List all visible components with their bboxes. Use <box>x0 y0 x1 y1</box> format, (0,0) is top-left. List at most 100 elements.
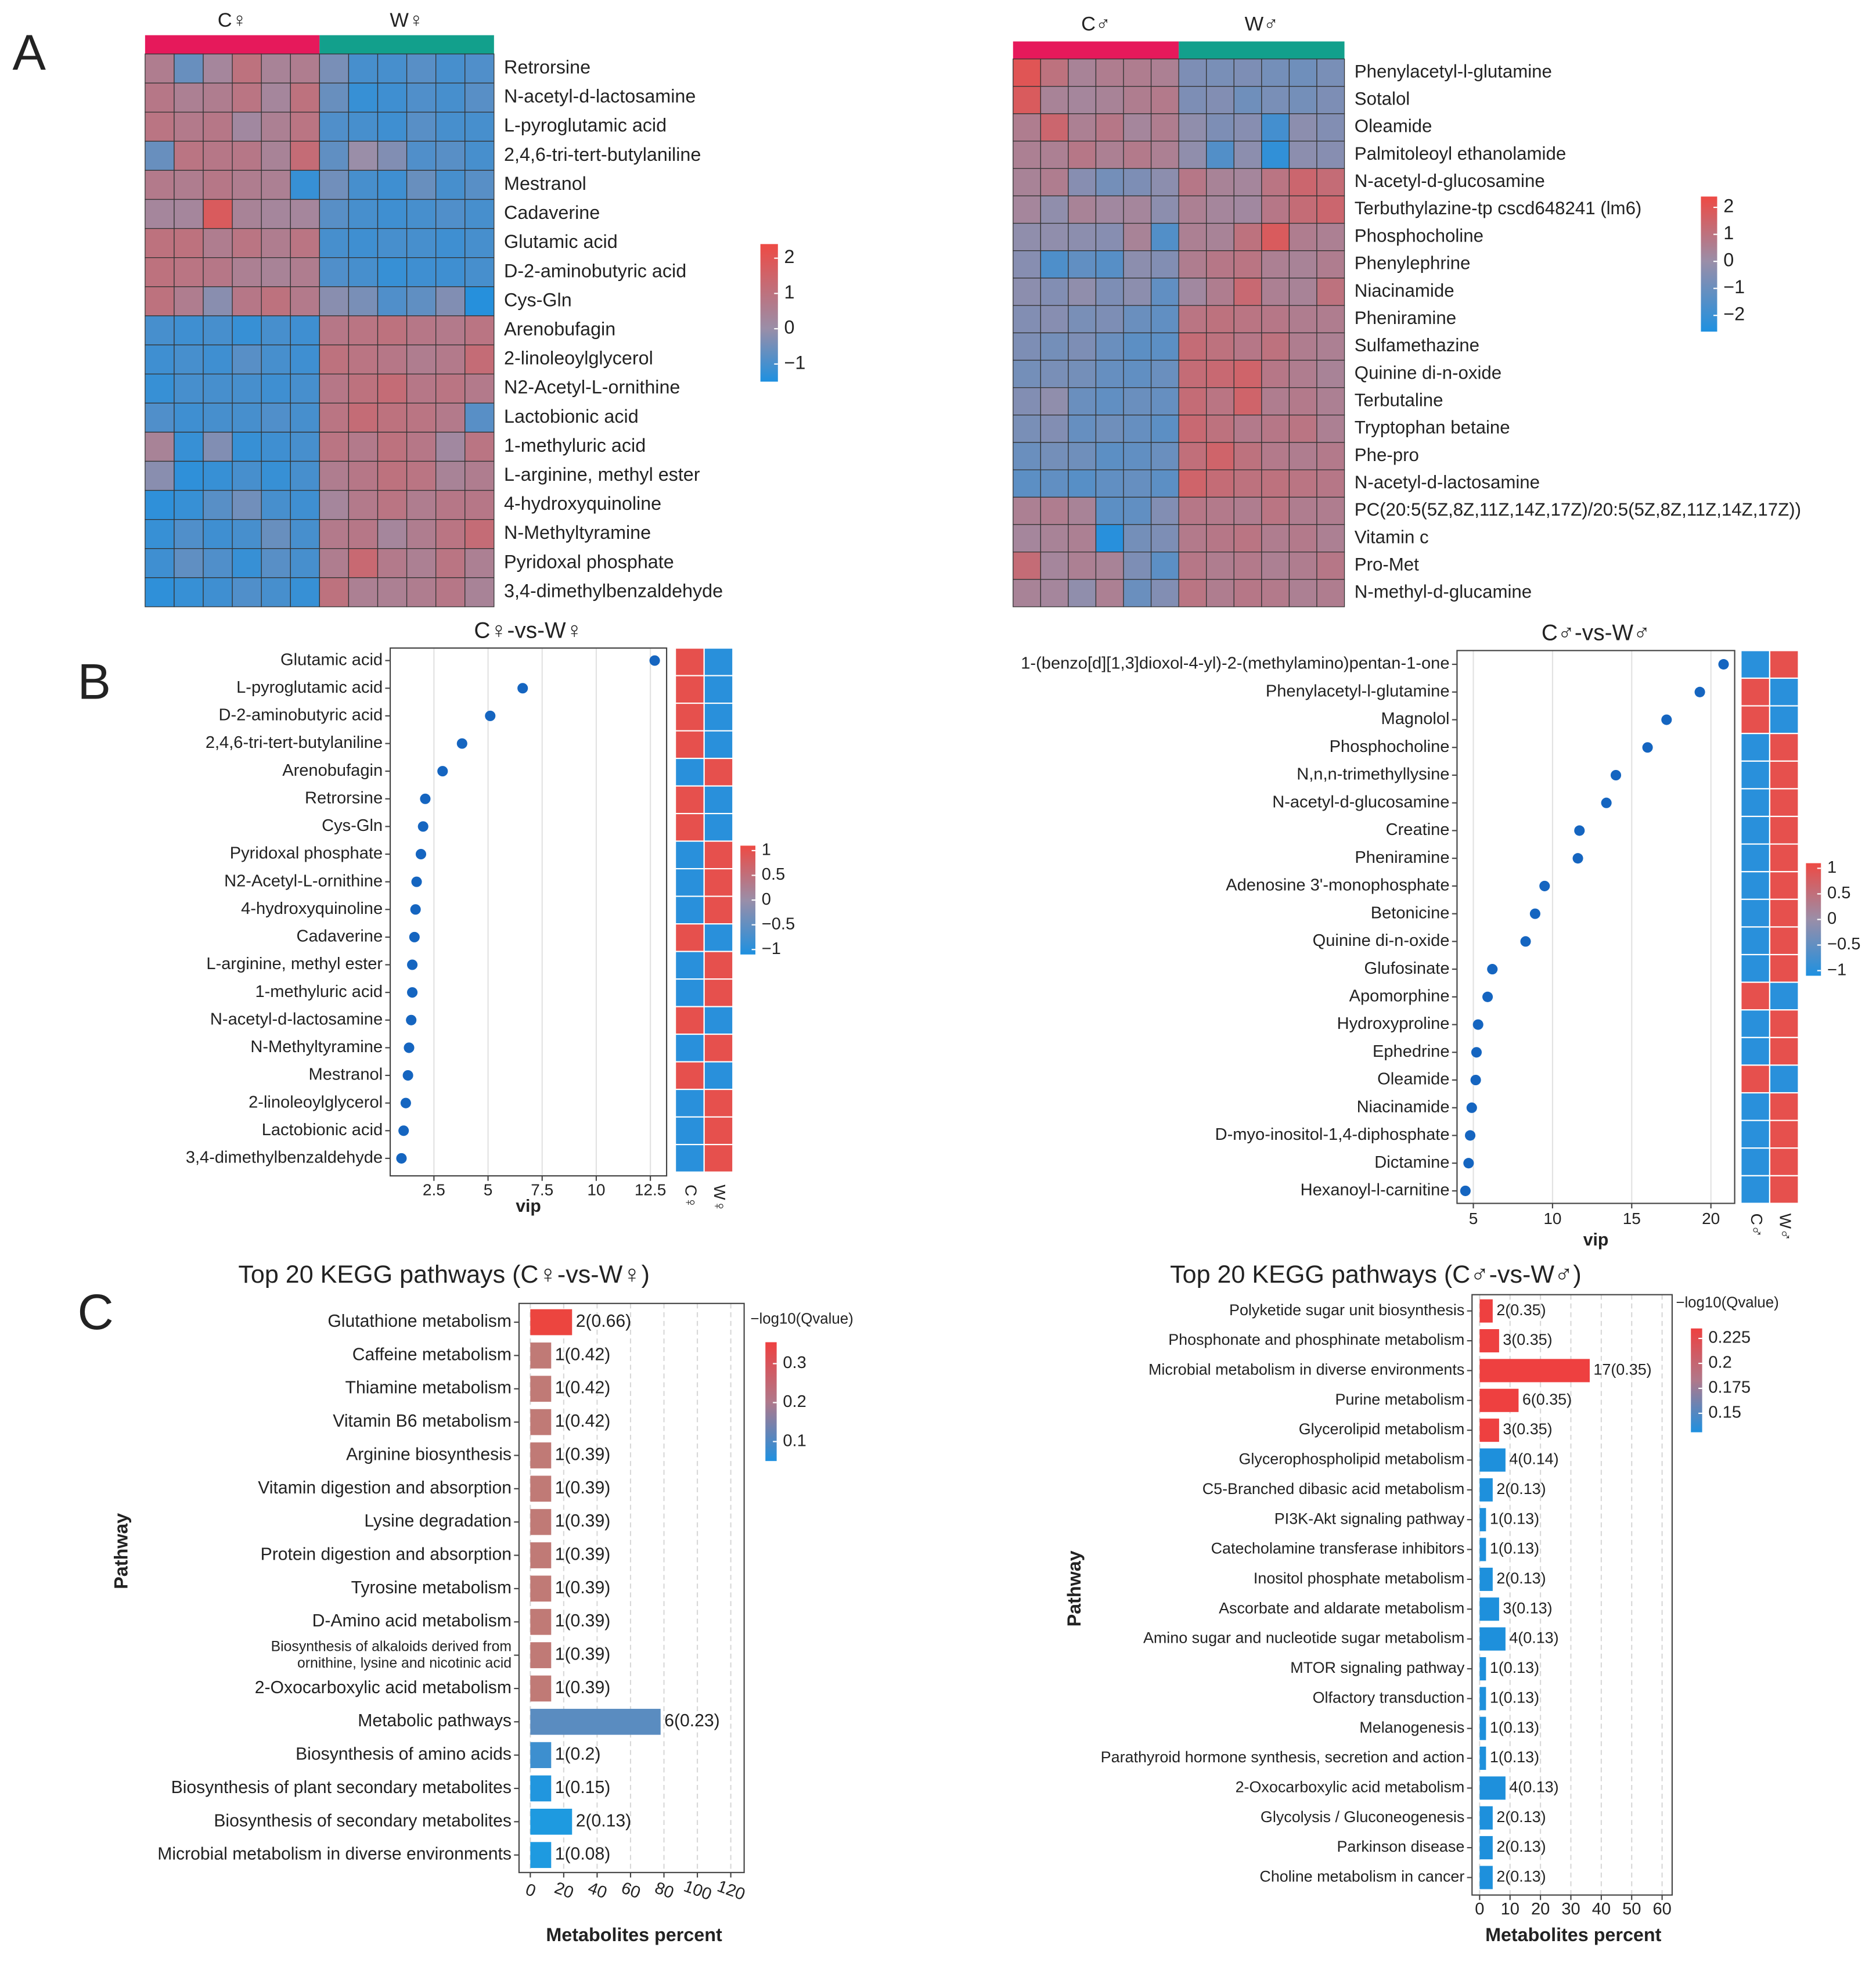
dot <box>485 710 496 721</box>
x-tick-label: 40 <box>585 1878 609 1902</box>
bar-label: 1(0.13) <box>1490 1719 1539 1736</box>
heatmap-cell <box>465 489 495 520</box>
heatmap-cell <box>1068 415 1097 443</box>
bar <box>1479 1508 1486 1532</box>
heatmap-cell <box>1123 442 1152 470</box>
heatmap-cell <box>1040 579 1069 607</box>
bar-label: 3(0.35) <box>1503 1331 1552 1348</box>
dot <box>1574 825 1585 836</box>
heatmap-cell <box>145 315 175 345</box>
row-label: N-acetyl-d-lactosamine <box>1355 472 1540 492</box>
dot <box>1529 908 1540 919</box>
bar <box>1479 1687 1486 1711</box>
heatmap-cell <box>290 344 320 375</box>
y-tick-label: Glutathione metabolism <box>327 1312 512 1331</box>
heatmap-cell <box>406 257 437 287</box>
heatmap-cell <box>1316 332 1345 361</box>
heatmap-cell <box>232 402 262 433</box>
color-bar <box>765 1342 777 1462</box>
y-tick-label: Purine metabolism <box>1335 1391 1465 1408</box>
heatmap-cell <box>1288 442 1317 470</box>
heatmap-cell <box>1095 359 1124 388</box>
heatmap-cell <box>232 548 262 578</box>
bar-label: 1(0.15) <box>555 1778 611 1797</box>
heatmap-cell <box>290 460 320 491</box>
heatmap-cell <box>1769 1120 1799 1149</box>
heatmap-cell <box>406 199 437 229</box>
legend-tick-label: 0.5 <box>762 865 785 884</box>
heatmap-cell <box>703 675 734 704</box>
bar-label: 2(0.13) <box>1496 1570 1546 1587</box>
heatmap-cell <box>1316 86 1345 114</box>
heatmap-cell <box>435 431 466 462</box>
heatmap-cell <box>203 548 233 578</box>
heatmap-cell <box>348 460 379 491</box>
chart-title: C♀-vs-W♀ <box>474 618 582 643</box>
heatmap-cell <box>290 519 320 549</box>
heatmap-cell <box>1316 250 1345 279</box>
heatmap-cell <box>1261 113 1290 142</box>
heatmap-cell <box>1206 195 1234 224</box>
heatmap-cell <box>1095 469 1124 498</box>
bar <box>1479 1478 1493 1502</box>
heatmap-cell <box>261 53 291 84</box>
heatmap-cell <box>435 577 466 607</box>
dot <box>1610 769 1622 781</box>
x-tick-label: 10 <box>587 1180 605 1198</box>
y-tick-label: L-arginine, methyl ester <box>206 955 383 973</box>
heatmap-cell <box>1261 58 1290 87</box>
dot <box>1601 797 1612 808</box>
dot <box>517 683 528 694</box>
dot <box>1463 1158 1474 1169</box>
heatmap-cell <box>1261 250 1290 279</box>
heatmap-cell <box>465 228 495 258</box>
y-tick-label: 2-Oxocarboxylic acid metabolism <box>255 1678 512 1697</box>
dot <box>410 904 421 915</box>
dot <box>1460 1185 1471 1196</box>
heatmap-cell <box>1206 222 1234 251</box>
heatmap-cell <box>465 548 495 578</box>
heatmap-cell <box>1150 278 1179 306</box>
heatmap-cell <box>1150 387 1179 416</box>
y-tick-label: Hexanoyl-l-carnitine <box>1301 1181 1450 1200</box>
heatmap-cell <box>703 1144 734 1173</box>
heatmap-cell <box>1178 195 1207 224</box>
bar <box>1479 1448 1506 1472</box>
y-tick-label: Glufosinate <box>1364 959 1449 978</box>
heatmap-cell <box>1206 278 1234 306</box>
dot <box>1718 659 1729 670</box>
heatmap-cell <box>435 141 466 171</box>
heatmap-cell <box>377 519 408 549</box>
heatmap-cell <box>319 402 350 433</box>
heatmap-cell <box>261 431 291 462</box>
y-tick-label: Betonicine <box>1371 903 1450 922</box>
heatmap-cell <box>319 548 350 578</box>
y-tick-label: 2-Oxocarboxylic acid metabolism <box>1236 1778 1465 1795</box>
row-label: Tryptophan betaine <box>1355 417 1510 438</box>
bar <box>530 1575 552 1602</box>
heatmap-cell <box>703 758 734 787</box>
heatmap-cell <box>1150 552 1179 580</box>
y-tick-label: Choline metabolism in cancer <box>1259 1868 1464 1885</box>
dot <box>1694 686 1705 697</box>
heatmap-cell <box>290 489 320 520</box>
heatmap-cell <box>261 489 291 520</box>
x-tick-label: 15 <box>1623 1210 1641 1228</box>
x-tick-label: 40 <box>1592 1900 1611 1918</box>
heatmap-cell <box>145 141 175 171</box>
heatmap-cell <box>1288 305 1317 333</box>
dot <box>1465 1130 1476 1141</box>
x-tick-label: 5 <box>484 1180 493 1198</box>
heatmap-cell <box>1316 58 1345 87</box>
heatmap-cell <box>465 402 495 433</box>
heatmap-cell <box>406 489 437 520</box>
row-label: Oleamide <box>1355 116 1432 136</box>
color-bar <box>1701 196 1717 332</box>
y-tick-label: L-pyroglutamic acid <box>236 678 383 697</box>
bar <box>530 1409 552 1435</box>
heatmap-cell <box>1068 469 1097 498</box>
heatmap-cell <box>1068 113 1097 142</box>
dot <box>1471 1047 1482 1058</box>
heatmap-cell <box>261 199 291 229</box>
heatmap-cell <box>1178 442 1207 470</box>
